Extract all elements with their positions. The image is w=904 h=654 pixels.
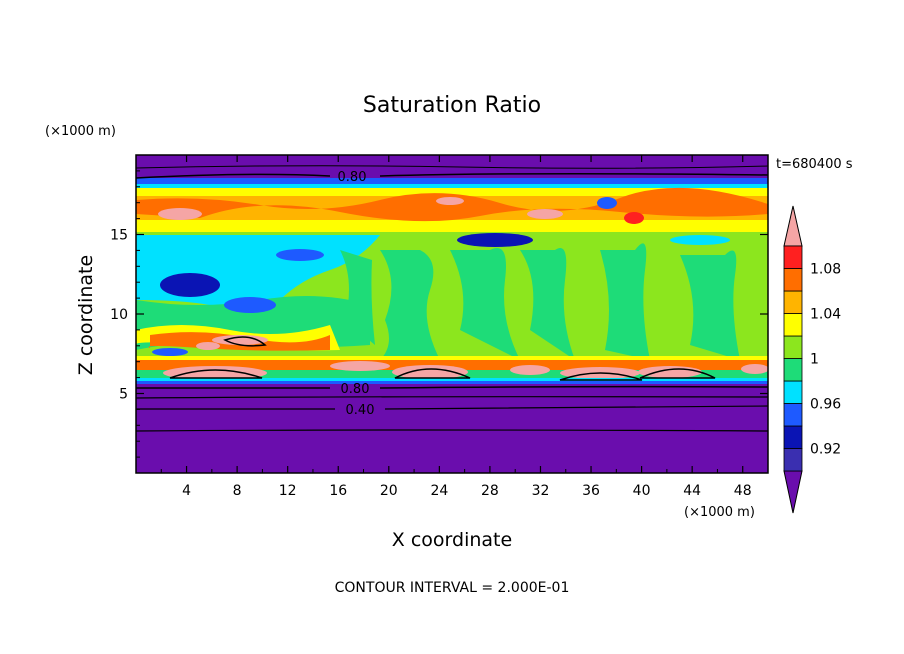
colorbar: 0.92 0.96 1 1.04 1.08 [783,205,841,514]
colorbar-tick-label: 0.96 [810,397,841,413]
x-axis: 4 8 12 16 20 24 28 32 36 40 44 48 [160,155,752,499]
x-tick-label: 28 [481,483,499,499]
x-tick-label: 40 [633,483,651,499]
y-tick-label: 5 [119,387,128,403]
field-upper-blue-1 [597,197,617,209]
colorbar-tick-label: 0.92 [810,442,841,458]
field-mid-sea-4 [600,243,650,360]
x-tick-label: 48 [734,483,752,499]
x-axis-title: X coordinate [392,529,512,551]
colorbar-tick-label: 1 [810,352,819,368]
colorbar-segment [783,380,803,404]
contour-line-cloud-2 [394,368,471,379]
y-axis: 5 10 15 [110,170,768,458]
contour-interval-label: CONTOUR INTERVAL = 2.000E-01 [335,580,570,596]
contour-label: 0.40 [346,403,375,418]
contour-line-top-1 [136,172,768,179]
contour-line-cloud-5 [223,336,267,347]
contour-line-low-020 [136,429,768,432]
colorbar-segment [783,245,803,269]
field-cloud-pink-1 [163,366,267,380]
field-cloud-pink-4 [510,365,550,375]
field-low-pink-left-2 [196,342,220,350]
colorbar-upper-extend [783,205,803,247]
contour-line-top-2 [136,165,768,169]
field-cloud-pink-2 [330,361,390,371]
field-cloud-pink-6 [638,366,702,378]
z-unit-label: (×1000 m) [45,124,116,139]
x-tick-label: 16 [329,483,347,499]
colorbar-segment [783,335,803,359]
contour-label: 0.80 [341,382,370,397]
time-label: t=680400 s [776,157,853,172]
colorbar-segment [783,313,803,337]
field-cloud-pink-3 [392,365,468,379]
contour-labels: 0.80 0.80 0.40 [338,170,375,418]
field-mid-sea-2 [450,248,520,360]
chart-title: Saturation Ratio [363,93,541,118]
field-mid-sea-1 [380,250,440,360]
contour-line-cloud-3 [559,372,643,381]
x-tick-label: 8 [233,483,242,499]
contour-line-cloud-4 [639,368,716,379]
y-tick-label: 15 [110,228,128,244]
x-tick-label: 32 [532,483,550,499]
field-upper-band-lower-yellow [136,226,768,234]
field-mid-sea-6 [340,250,375,345]
contour-line-low-080 [136,385,768,389]
y-tick-label: 10 [110,307,128,323]
x-tick-label: 24 [430,483,448,499]
contour-line-low-060 [136,396,768,399]
plot-area [136,155,768,473]
field-cloud-base-blue [136,381,768,385]
field-upper-red-1 [624,212,644,224]
field-low-blue-left [152,348,188,356]
x-tick-label: 44 [683,483,701,499]
field-mid-blue-4 [276,249,324,261]
x-tick-label: 20 [380,483,398,499]
field-upper-pink-3 [436,197,464,205]
field-upper-pink-1 [158,208,202,220]
x-unit-label: (×1000 m) [684,505,755,520]
field-upper-pink-2 [527,209,563,219]
contour-line-cloud-1 [169,369,263,379]
x-tick-label: 4 [182,483,191,499]
field-cloud-base-cyan [136,378,768,383]
field-mid-blue-2 [224,297,276,313]
field-mid-sea-5 [680,250,740,360]
field-cloud-base-orange [136,358,768,370]
colorbar-segment [783,268,803,292]
colorbar-segment [783,425,803,449]
contour-line-low-040 [136,405,768,410]
colorbar-tick-label: 1.04 [810,307,841,323]
field-mid-sea-3 [520,248,575,360]
field-lower-dry-layer [136,384,768,473]
x-tick-label: 36 [582,483,600,499]
x-tick-label: 12 [279,483,297,499]
field-mid-blue-3 [457,233,533,247]
colorbar-segment [783,403,803,427]
field-low-pink-left [212,335,268,345]
colorbar-segment [783,358,803,382]
colorbar-lower-extend [783,470,803,514]
field-top-band-cyan [136,184,768,190]
field-mid-blue-1 [160,273,220,297]
field-cloud-base-yellow [136,356,768,360]
y-axis-title: Z coordinate [75,255,97,375]
field-mid-blue-5 [670,235,730,245]
colorbar-tick-label: 1.08 [810,262,841,278]
field-top-band-blue [136,178,768,186]
contour-label: 0.80 [338,170,367,185]
colorbar-segment [783,290,803,314]
colorbar-segment [783,448,803,472]
field-cloud-pink-7 [741,364,768,374]
